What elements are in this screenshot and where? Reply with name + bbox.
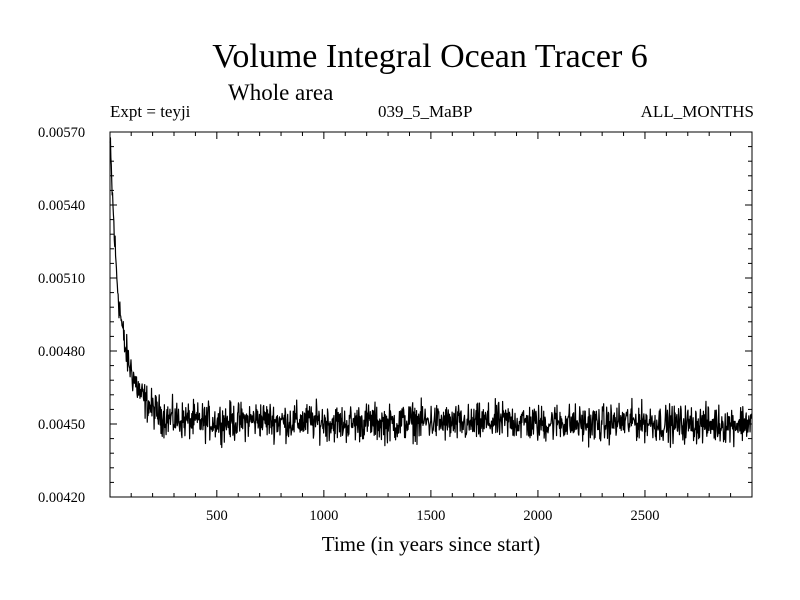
- y-tick-label: 0.00540: [38, 198, 85, 214]
- x-tick-label: 2000: [523, 508, 552, 524]
- x-tick-label: 1500: [416, 508, 445, 524]
- x-tick-label: 500: [206, 508, 228, 524]
- y-tick-label: 0.00480: [38, 344, 85, 360]
- x-tick-label: 1000: [309, 508, 338, 524]
- y-tick-label: 0.00510: [38, 271, 85, 287]
- experiment-label: Expt = teyji: [110, 102, 191, 121]
- series-line: [109, 137, 753, 449]
- y-tick-label: 0.00450: [38, 417, 85, 433]
- x-axis-label: Time (in years since start): [321, 532, 541, 556]
- y-tick-label: 0.00420: [38, 490, 85, 506]
- chart-title: Volume Integral Ocean Tracer 6: [212, 38, 648, 75]
- x-tick-label: 2500: [630, 508, 659, 524]
- run-label: 039_5_MaBP: [378, 102, 473, 121]
- plot-frame: [109, 131, 753, 498]
- y-tick-label: 0.00570: [38, 125, 85, 141]
- period-label: ALL_MONTHS: [640, 102, 754, 121]
- chart-subtitle: Whole area: [228, 80, 334, 105]
